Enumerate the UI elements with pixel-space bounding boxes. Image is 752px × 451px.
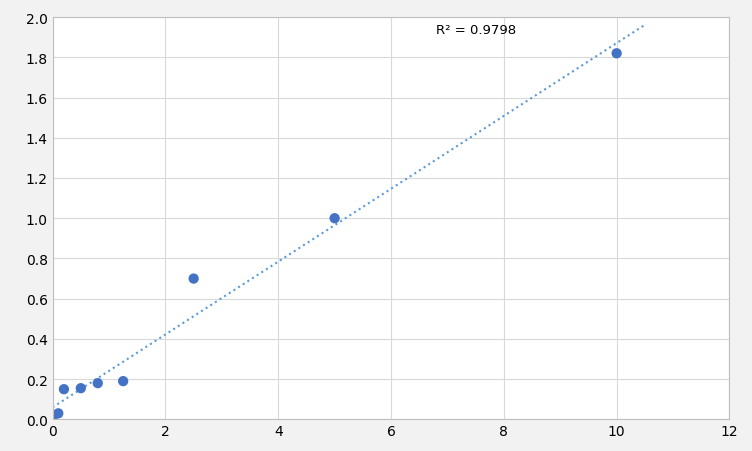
Point [611, 51, 623, 58]
Point [58, 386, 70, 393]
Point [92, 380, 104, 387]
Point [117, 377, 129, 385]
Point [53, 410, 65, 417]
Point [47, 416, 59, 423]
Text: R² = 0.9798: R² = 0.9798 [436, 24, 517, 37]
Point [75, 385, 86, 392]
Point [187, 275, 199, 282]
Point [329, 215, 341, 222]
